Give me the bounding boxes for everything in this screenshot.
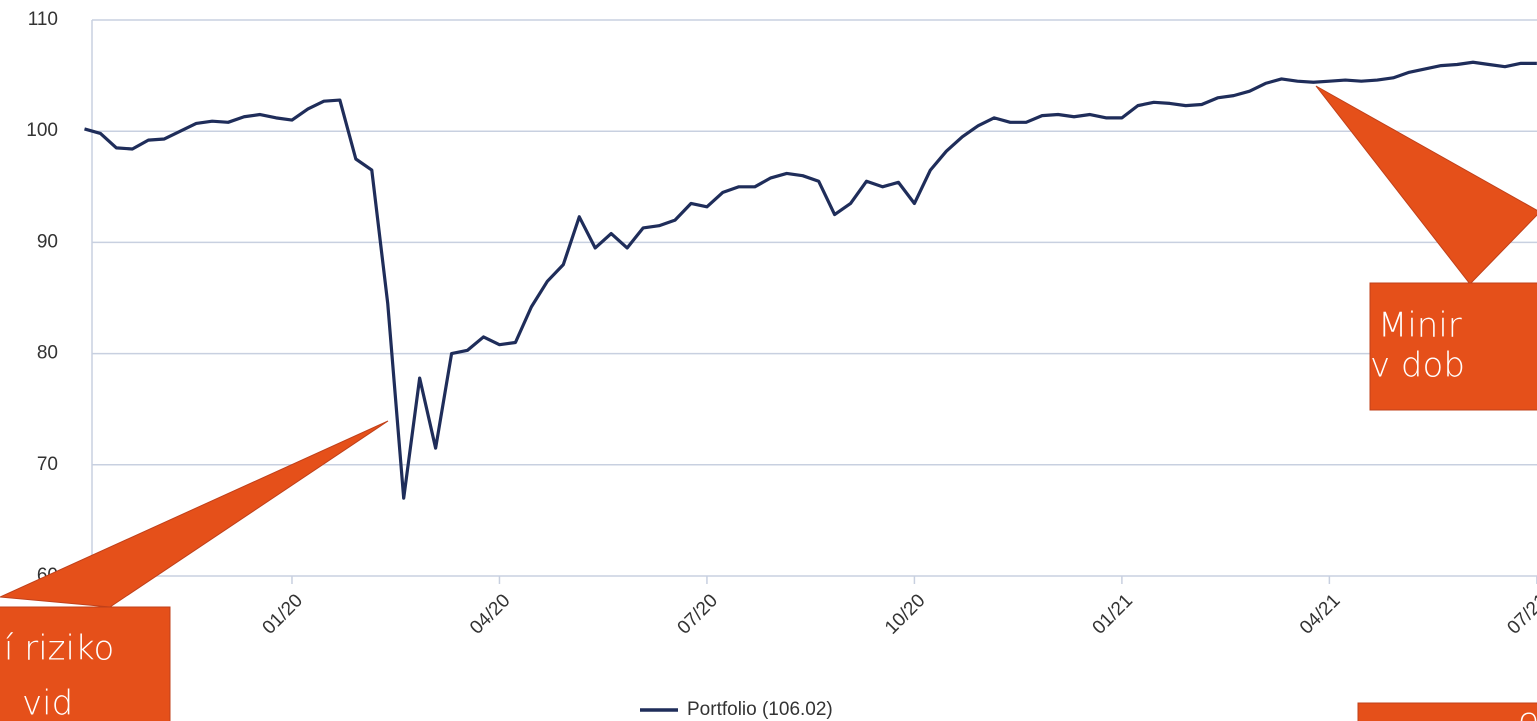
y-tick-label: 70 xyxy=(37,454,58,475)
x-tick-label: 04/21 xyxy=(1296,590,1344,638)
y-tick-label: 90 xyxy=(37,231,58,252)
callout-pointer xyxy=(1315,85,1537,285)
callout-pointer xyxy=(0,420,389,608)
y-tick-label: 110 xyxy=(28,9,58,30)
y-tick-label: 100 xyxy=(26,120,58,141)
x-tick-label: 07/21 xyxy=(1503,590,1537,638)
callout-text: e xyxy=(1518,701,1537,721)
callout-box xyxy=(0,606,171,721)
callout-text: vid xyxy=(22,684,73,721)
callout-box xyxy=(1369,282,1537,411)
x-tick-label: 04/20 xyxy=(466,590,514,638)
x-tick-label: 01/21 xyxy=(1089,590,1137,638)
x-tick-label: 10/20 xyxy=(881,590,929,638)
x-tick-label: 01/20 xyxy=(259,590,307,638)
legend-label: Portfolio (106.02) xyxy=(687,699,833,720)
callout-text: Minir xyxy=(1378,306,1462,346)
y-tick-label: 80 xyxy=(37,343,58,364)
x-tick-label: 07/20 xyxy=(674,590,722,638)
callout-text: í riziko xyxy=(4,629,114,669)
series-line xyxy=(84,60,1537,500)
callouts: í riziko vid Minir v dob e xyxy=(0,85,1537,721)
callout-text: v dob xyxy=(1370,346,1465,386)
callout-box xyxy=(1357,702,1537,721)
